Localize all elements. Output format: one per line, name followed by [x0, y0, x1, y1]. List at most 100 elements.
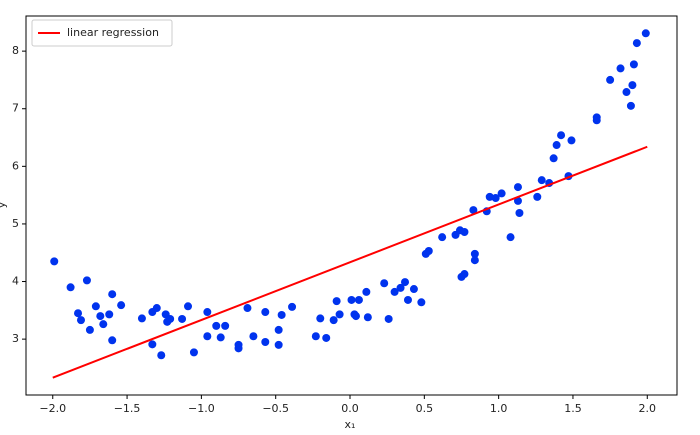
- legend-box: [31, 19, 173, 47]
- scatter-point: [362, 287, 371, 296]
- legend: linear regression: [31, 19, 173, 47]
- scatter-point: [261, 308, 270, 317]
- scatter-point: [212, 321, 221, 330]
- scatter-point: [203, 332, 212, 341]
- scatter-point: [354, 295, 363, 304]
- scatter-point: [288, 302, 297, 311]
- scatter-point: [626, 101, 635, 110]
- scatter-point: [166, 314, 175, 323]
- scatter-point: [66, 283, 75, 292]
- scatter-point: [537, 176, 546, 185]
- scatter-point: [117, 301, 126, 310]
- scatter-point: [380, 279, 389, 288]
- scatter-point: [470, 256, 479, 265]
- scatter-point: [628, 81, 637, 90]
- scatter-point: [178, 314, 187, 323]
- plot-frame: [25, 15, 678, 396]
- x-tick-label: 2.0: [639, 402, 657, 415]
- scatter-point: [606, 75, 615, 84]
- scatter-point: [105, 310, 114, 319]
- scatter-point: [557, 131, 566, 140]
- scatter-point: [485, 192, 494, 201]
- scatter-point: [363, 313, 372, 322]
- scatter-point: [533, 192, 542, 201]
- scatter-point: [137, 314, 146, 323]
- scatter-point: [277, 310, 286, 319]
- scatter-point: [401, 278, 410, 287]
- scatter-point: [403, 295, 412, 304]
- regression-line: [52, 145, 648, 379]
- scatter-point: [274, 340, 283, 349]
- scatter-point: [152, 304, 161, 313]
- scatter-point: [243, 304, 252, 313]
- scatter-point: [76, 316, 85, 325]
- scatter-point: [249, 332, 258, 341]
- scatter-point: [203, 308, 212, 317]
- scatter-point: [396, 283, 405, 292]
- x-tick-label: 1.0: [490, 402, 508, 415]
- scatter-point: [108, 336, 117, 345]
- scatter-point: [347, 295, 356, 304]
- x-tick-label: 0.5: [416, 402, 434, 415]
- scatter-point: [148, 340, 157, 349]
- y-tick-label: 6: [12, 159, 19, 172]
- scatter-point: [189, 348, 198, 357]
- scatter-point: [424, 247, 433, 256]
- scatter-point: [221, 321, 230, 330]
- scatter-point: [274, 325, 283, 334]
- scatter-point: [438, 233, 447, 242]
- scatter-point: [622, 88, 631, 97]
- scatter-point: [322, 333, 331, 342]
- scatter-point: [184, 302, 193, 311]
- y-tick-label: 3: [12, 332, 19, 345]
- scatter-point: [641, 29, 650, 38]
- y-tick-label: 7: [12, 102, 19, 115]
- y-tick-label: 5: [12, 217, 19, 230]
- scatter-point: [311, 332, 320, 341]
- scatter-point: [549, 154, 558, 163]
- scatter-point: [460, 227, 469, 236]
- y-axis-label: y: [0, 201, 8, 208]
- scatter-point: [592, 116, 601, 125]
- scatter-point: [335, 310, 344, 319]
- scatter-point: [351, 312, 360, 321]
- scatter-point: [616, 64, 625, 73]
- scatter-point: [96, 312, 105, 321]
- scatter-point: [384, 314, 393, 323]
- x-tick-label: 0.0: [341, 402, 359, 415]
- x-tick-label: 1.5: [564, 402, 582, 415]
- scatter-point: [632, 39, 641, 48]
- scatter-point: [497, 189, 506, 198]
- scatter-point: [50, 257, 59, 266]
- scatter-point: [329, 316, 338, 325]
- scatter-point: [409, 285, 418, 294]
- scatter-point: [85, 325, 94, 334]
- scatter-point: [417, 298, 426, 307]
- scatter-point: [216, 333, 225, 342]
- scatter-point: [513, 183, 522, 192]
- scatter-point: [629, 60, 638, 69]
- scatter-point: [567, 136, 576, 145]
- x-tick-label: −0.5: [262, 402, 289, 415]
- scatter-point: [316, 314, 325, 323]
- scatter-point: [157, 351, 166, 360]
- scatter-point: [506, 233, 515, 242]
- x-axis-label: x₁: [345, 418, 356, 431]
- scatter-point: [460, 270, 469, 279]
- scatter-point: [515, 208, 524, 217]
- scatter-point: [261, 338, 270, 347]
- scatter-point: [390, 287, 399, 296]
- legend-label: linear regression: [67, 26, 159, 39]
- x-tick-label: −1.5: [114, 402, 141, 415]
- y-tick-label: 8: [12, 44, 19, 57]
- scatter-point: [91, 302, 100, 311]
- scatter-point: [513, 196, 522, 205]
- scatter-point: [99, 320, 108, 329]
- scatter-point: [332, 297, 341, 306]
- y-tick-label: 4: [12, 275, 19, 288]
- scatter-point: [469, 206, 478, 215]
- scatter-point: [470, 249, 479, 258]
- x-tick-label: −2.0: [39, 402, 66, 415]
- x-tick-label: −1.0: [188, 402, 215, 415]
